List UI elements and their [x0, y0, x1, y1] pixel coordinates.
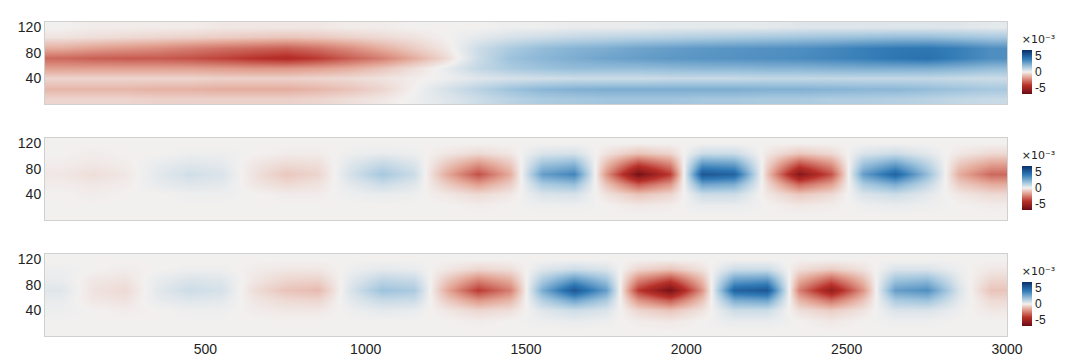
- svg-text:×10⁻³: ×10⁻³: [1022, 265, 1055, 278]
- svg-text:5: 5: [1035, 281, 1042, 295]
- svg-text:2500: 2500: [831, 341, 862, 357]
- svg-text:×10⁻³: ×10⁻³: [1022, 149, 1055, 162]
- svg-text:×10⁻³: ×10⁻³: [1022, 33, 1055, 46]
- svg-text:1500: 1500: [510, 341, 541, 357]
- svg-text:-5: -5: [1035, 81, 1046, 95]
- svg-text:80: 80: [26, 161, 42, 177]
- svg-text:80: 80: [26, 45, 42, 61]
- svg-text:120: 120: [18, 19, 42, 35]
- svg-text:-5: -5: [1035, 313, 1046, 327]
- svg-text:-5: -5: [1035, 197, 1046, 211]
- svg-text:120: 120: [18, 135, 42, 151]
- svg-text:0: 0: [1035, 65, 1042, 79]
- svg-text:3000: 3000: [991, 341, 1022, 357]
- svg-text:2000: 2000: [671, 341, 702, 357]
- svg-text:1000: 1000: [350, 341, 381, 357]
- svg-text:5: 5: [1035, 49, 1042, 63]
- svg-text:40: 40: [26, 302, 42, 318]
- svg-text:40: 40: [26, 186, 42, 202]
- svg-text:40: 40: [26, 70, 42, 86]
- svg-text:0: 0: [1035, 181, 1042, 195]
- svg-text:500: 500: [194, 341, 218, 357]
- svg-text:0: 0: [1035, 297, 1042, 311]
- svg-text:120: 120: [18, 251, 42, 267]
- svg-text:5: 5: [1035, 165, 1042, 179]
- svg-text:80: 80: [26, 277, 42, 293]
